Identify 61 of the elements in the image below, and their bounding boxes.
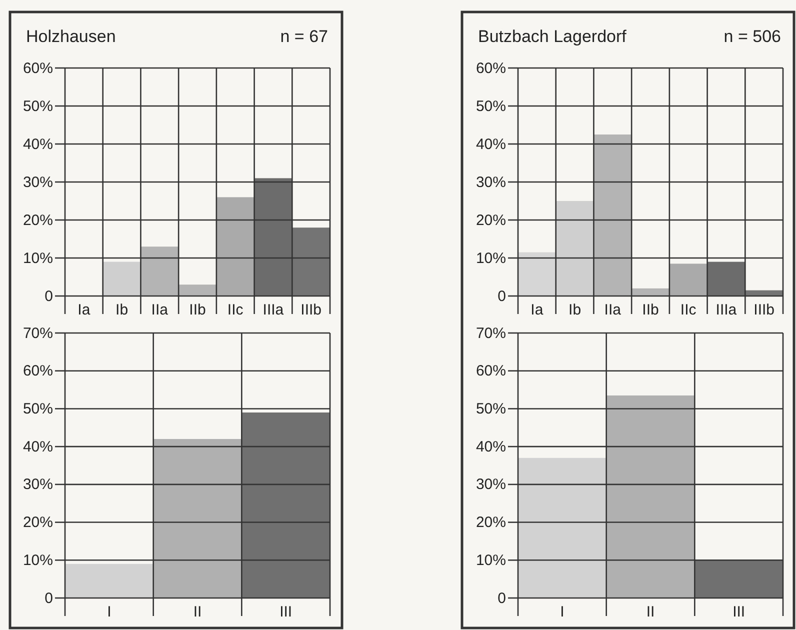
bar (153, 439, 242, 598)
x-tick-label: IIIa (262, 302, 284, 319)
text: n = 67 (280, 27, 328, 46)
bar (102, 262, 141, 296)
bar (518, 458, 606, 598)
y-tick-label: 40% (476, 438, 506, 456)
x-tick-label: IIb (642, 302, 659, 319)
x-tick-label: Ib (116, 302, 128, 319)
y-tick-label: 20% (22, 514, 53, 532)
y-tick-label: 70% (22, 324, 53, 342)
y-tick-label: 40% (22, 136, 53, 153)
x-tick-label: I (560, 604, 564, 621)
y-tick-label: 30% (476, 476, 506, 494)
y-tick-label: 50% (476, 400, 506, 418)
x-tick-label: Ia (530, 302, 544, 319)
y-tick-label: 0 (498, 288, 506, 305)
x-tick-label: I (107, 604, 112, 621)
x-tick-label: IIb (189, 302, 206, 319)
bar (242, 412, 330, 598)
x-tick-label: IIa (604, 302, 622, 319)
y-tick-label: 30% (22, 174, 53, 191)
y-tick-label: 20% (476, 514, 506, 532)
y-tick-label: 20% (22, 212, 53, 229)
y-tick-label: 70% (476, 324, 506, 342)
y-tick-label: 20% (476, 212, 506, 229)
y-tick-label: 0 (44, 590, 53, 607)
y-tick-label: 30% (476, 174, 506, 191)
x-tick-label: IIc (680, 302, 697, 319)
bar (694, 560, 783, 598)
y-tick-label: 0 (498, 590, 506, 607)
y-tick-label: 10% (22, 250, 53, 267)
x-tick-label: IIIb (754, 302, 774, 319)
y-tick-label: 60% (22, 362, 53, 380)
x-tick-label: IIIa (716, 302, 738, 319)
y-tick-label: 30% (22, 476, 53, 494)
x-tick-label: II (646, 604, 655, 621)
y-tick-label: 60% (22, 60, 53, 77)
y-tick-label: 10% (476, 250, 506, 267)
y-tick-label: 10% (476, 552, 506, 569)
text: n = 506 (724, 27, 781, 46)
chart-title: Holzhausen (26, 27, 116, 46)
x-tick-label: Ia (78, 302, 91, 319)
x-tick-label: II (193, 604, 202, 621)
x-tick-label: III (732, 604, 746, 621)
y-tick-label: 50% (476, 98, 506, 115)
y-tick-label: 50% (22, 400, 53, 418)
x-tick-label: III (280, 604, 292, 621)
y-tick-label: 60% (476, 362, 506, 380)
y-tick-label: 60% (476, 60, 506, 77)
y-tick-label: 40% (22, 438, 53, 456)
y-tick-label: 0 (44, 288, 53, 305)
x-tick-label: Ib (568, 302, 582, 319)
x-tick-label: IIc (227, 302, 244, 319)
chart-title: Butzbach Lagerdorf (478, 27, 627, 46)
y-tick-label: 10% (22, 552, 53, 569)
y-tick-label: 40% (476, 136, 506, 153)
x-tick-label: IIIb (300, 302, 322, 319)
x-tick-label: IIa (151, 302, 169, 319)
bar (65, 564, 154, 598)
bar (606, 395, 695, 598)
y-tick-label: 50% (22, 98, 53, 115)
